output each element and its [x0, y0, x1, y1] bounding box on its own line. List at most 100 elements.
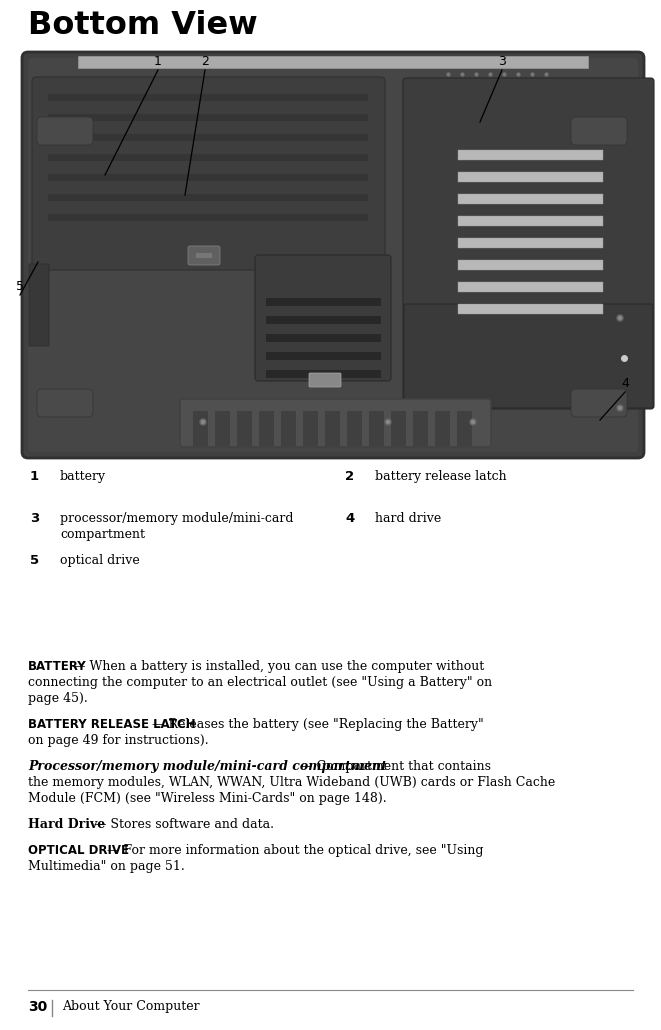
Bar [458, 216, 603, 226]
Bar [391, 411, 406, 446]
Bar [413, 411, 428, 446]
Text: connecting the computer to an electrical outlet (see "Using a Battery" on: connecting the computer to an electrical… [28, 676, 492, 689]
Circle shape [471, 420, 475, 423]
Bar [458, 238, 603, 248]
Text: 3: 3 [498, 55, 506, 68]
Circle shape [470, 419, 476, 425]
Circle shape [617, 315, 623, 321]
Bar [48, 114, 368, 121]
Bar [266, 298, 381, 306]
Text: on page 49 for instructions).: on page 49 for instructions). [28, 734, 209, 747]
Bar [48, 94, 368, 101]
Text: — Releases the battery (see "Replacing the Battery": — Releases the battery (see "Replacing t… [147, 718, 483, 731]
FancyBboxPatch shape [28, 58, 638, 452]
Bar [303, 411, 318, 446]
FancyBboxPatch shape [29, 264, 49, 346]
Circle shape [385, 419, 391, 425]
Bar [458, 238, 603, 248]
Bar [458, 150, 603, 160]
FancyBboxPatch shape [22, 52, 644, 458]
Bar [458, 194, 603, 204]
Bar [458, 304, 603, 314]
Text: Processor/memory module/mini-card compartment: Processor/memory module/mini-card compar… [28, 760, 387, 772]
FancyBboxPatch shape [571, 389, 627, 417]
FancyBboxPatch shape [403, 78, 654, 409]
Circle shape [619, 316, 621, 319]
Bar [435, 411, 450, 446]
Bar [48, 154, 368, 161]
Bar [458, 260, 603, 270]
Bar [48, 194, 368, 201]
Bar [193, 411, 208, 446]
Text: — Compartment that contains: — Compartment that contains [295, 760, 490, 772]
Text: — When a battery is installed, you can use the computer without: — When a battery is installed, you can u… [69, 660, 485, 673]
FancyBboxPatch shape [571, 117, 627, 145]
FancyBboxPatch shape [309, 373, 341, 387]
Bar [458, 282, 603, 291]
Circle shape [200, 419, 206, 425]
FancyBboxPatch shape [180, 399, 491, 447]
Bar [458, 172, 603, 182]
Bar [266, 316, 381, 324]
Text: battery: battery [60, 470, 106, 483]
Text: 3: 3 [30, 512, 39, 525]
Circle shape [617, 405, 623, 411]
Text: — For more information about the optical drive, see "Using: — For more information about the optical… [103, 844, 483, 857]
Text: page 45).: page 45). [28, 692, 88, 705]
Text: Multimedia" on page 51.: Multimedia" on page 51. [28, 860, 185, 873]
FancyBboxPatch shape [32, 77, 385, 270]
Bar [458, 194, 603, 204]
Text: Bottom View: Bottom View [28, 10, 258, 41]
FancyBboxPatch shape [255, 255, 391, 381]
FancyBboxPatch shape [37, 117, 93, 145]
Bar [457, 411, 472, 446]
FancyBboxPatch shape [37, 389, 93, 417]
Text: OPTICAL DRIVE: OPTICAL DRIVE [28, 844, 129, 857]
Bar [266, 334, 381, 342]
Bar [458, 150, 603, 160]
Text: Module (FCM) (see "Wireless Mini-Cards" on page 148).: Module (FCM) (see "Wireless Mini-Cards" … [28, 792, 387, 805]
Text: 5: 5 [30, 554, 39, 566]
Bar [48, 174, 368, 181]
Text: processor/memory module/mini-card
compartment: processor/memory module/mini-card compar… [60, 512, 293, 541]
Text: 4: 4 [621, 377, 629, 390]
Text: BATTERY RELEASE LATCH: BATTERY RELEASE LATCH [28, 718, 196, 731]
Bar [259, 411, 274, 446]
Bar [458, 304, 603, 314]
Bar [237, 411, 252, 446]
Text: 2: 2 [201, 55, 209, 68]
Bar [266, 352, 381, 360]
Bar [48, 134, 368, 141]
Text: the memory modules, WLAN, WWAN, Ultra Wideband (UWB) cards or Flash Cache: the memory modules, WLAN, WWAN, Ultra Wi… [28, 776, 555, 789]
Bar [196, 253, 212, 258]
Bar [458, 172, 603, 182]
Bar [325, 411, 340, 446]
Text: BATTERY: BATTERY [28, 660, 87, 673]
Text: Hard Drive: Hard Drive [28, 818, 105, 831]
Bar [369, 411, 384, 446]
Bar [347, 411, 362, 446]
Circle shape [202, 420, 204, 423]
Text: 5: 5 [16, 280, 24, 293]
Text: 1: 1 [154, 55, 162, 68]
Text: optical drive: optical drive [60, 554, 139, 566]
Bar [458, 282, 603, 291]
Text: battery release latch: battery release latch [375, 470, 506, 483]
Circle shape [619, 407, 621, 410]
Bar [281, 411, 296, 446]
Text: 30: 30 [28, 1000, 47, 1014]
Bar [215, 411, 230, 446]
Text: — Stores software and data.: — Stores software and data. [90, 818, 274, 831]
Text: hard drive: hard drive [375, 512, 442, 525]
Text: About Your Computer: About Your Computer [62, 1000, 200, 1012]
Bar [458, 216, 603, 226]
Text: 1: 1 [30, 470, 39, 483]
Circle shape [387, 420, 389, 423]
Text: 2: 2 [345, 470, 354, 483]
FancyBboxPatch shape [188, 246, 220, 265]
Bar [48, 214, 368, 221]
Text: 4: 4 [345, 512, 354, 525]
FancyBboxPatch shape [404, 304, 653, 408]
Bar [78, 56, 588, 68]
Bar [266, 370, 381, 378]
